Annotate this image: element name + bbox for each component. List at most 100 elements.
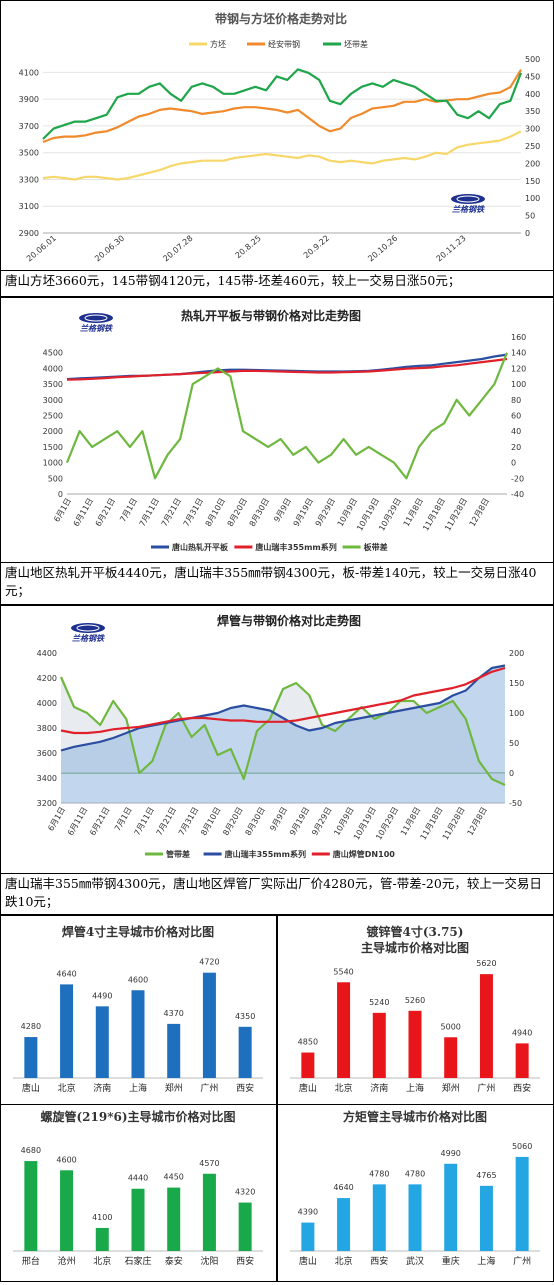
chart3-xtick: 9月19日	[288, 806, 311, 838]
chart3-ytick-left: 4200	[37, 674, 57, 683]
bar3-svg: 螺旋管(219*6)主导城市价格对比图 4680 邢台 4600 沧州 4100 北京 444…	[13, 1109, 263, 1267]
chart3-xtick: 6月11日	[66, 806, 89, 838]
chart2-ytick-left: 2000	[43, 427, 63, 436]
chart3-ytick-right: 50	[509, 739, 519, 748]
bar1-data-label-6: 4350	[235, 1012, 255, 1021]
chart2-ytick-left: 500	[48, 474, 63, 483]
bar2-bar-2	[372, 1012, 386, 1078]
chart3-series-line-2	[60, 666, 506, 735]
chart1-xtick: 20.9.22	[302, 234, 331, 261]
chart3-xtick: 7月11日	[133, 806, 156, 838]
chart2-ytick-left: 1000	[43, 459, 63, 468]
bar2-bar-5	[479, 974, 493, 1078]
bar3-bar-6	[238, 1202, 252, 1251]
chart2-panel: 热轧开平板与带钢价格对比走势图 0 500 1000 1500 2000 2500 3000 3…	[0, 297, 554, 563]
chart3-xtick: 10月29日	[374, 806, 400, 842]
bar3-bar-2	[95, 1227, 109, 1251]
bar4-data-label-6: 5060	[512, 1142, 532, 1151]
chart2-xtick: 10月29日	[377, 497, 403, 533]
chart2-series-line-2	[65, 352, 509, 480]
chart2-legend-label-0: 唐山热轧开平板	[172, 542, 229, 552]
chart2-xtick: 6月11日	[72, 497, 95, 529]
bar3-category-label-5: 沈阳	[200, 1255, 218, 1267]
chart1-ytick-right: 450	[525, 72, 540, 81]
bar2-bar-3	[408, 1010, 422, 1078]
bar1-bar-1	[60, 984, 74, 1078]
chart1-title: 带钢与方坯价格走势对比	[215, 11, 347, 26]
chart1-ytick-left: 3500	[19, 149, 39, 158]
chart2-ytick-left: 4500	[43, 349, 63, 358]
bar4-category-label-0: 唐山	[299, 1255, 317, 1267]
bar1-data-label-3: 4600	[128, 975, 148, 984]
chart2-xtick: 8月30日	[248, 497, 271, 529]
bar3-category-label-2: 北京	[93, 1255, 111, 1267]
chart3-xtick: 10月9日	[332, 806, 355, 838]
chart1-ytick-right: 350	[525, 107, 540, 116]
chart3-legend-label-2: 唐山焊管DN100	[333, 849, 395, 859]
chart3-area-1	[61, 665, 505, 803]
chart3-xtick: 9月29日	[310, 806, 333, 838]
bar4-bar-0	[301, 1222, 315, 1251]
chart2-xtick: 7月1日	[118, 497, 139, 524]
chart3-series-line-1	[60, 664, 506, 752]
logo-text: 兰格钢铁	[80, 324, 113, 333]
chart2-xtick: 9月9日	[272, 497, 293, 524]
chart3-legend-label-0: 管带差	[166, 849, 190, 859]
chart2-xtick: 6月21日	[94, 497, 117, 529]
bar4-panel: 方矩管主导城市价格对比图 4390 唐山 4640 北京 4780 西安 4780 武汉 4990…	[277, 1104, 554, 1282]
bar1-panel: 焊管4寸主导城市价格对比图 4280 唐山 4640 北京 4490 济南 4600 上海 437…	[0, 915, 277, 1105]
chart3-legend-label-1: 唐山瑞丰355mm系列	[225, 849, 306, 859]
bar1-title: 焊管4寸主导城市价格对比图	[62, 924, 214, 939]
chart3-xtick: 6月1日	[46, 806, 67, 833]
bar2-bar-4	[444, 1037, 458, 1078]
chart1-caption: 唐山方坯3660元，145带钢4120元，145带-坯差460元，较上一交易日涨…	[0, 271, 554, 297]
bar1-category-label-0: 唐山	[22, 1082, 40, 1094]
logo-ring	[84, 314, 108, 322]
chart1-ytick-left: 3900	[19, 95, 39, 104]
chart2-xtick: 12月8日	[468, 497, 491, 529]
chart2-ytick-right: 20	[511, 443, 521, 452]
chart3-title: 焊管与带钢价格对比走势图	[217, 613, 361, 628]
bar4-bar-4	[444, 1163, 458, 1251]
chart3-xtick: 9月9日	[268, 806, 289, 833]
bar2-panel: 镀锌管4寸(3.75) 主导城市价格对比图 4850 唐山 5540 北京 5240 济南 52…	[277, 915, 554, 1105]
chart3-ytick-right: 100	[509, 709, 524, 718]
chart2-xtick: 7月21日	[160, 497, 183, 529]
chart2-xtick: 7月31日	[182, 497, 205, 529]
bar3-data-label-0: 4680	[21, 1146, 41, 1155]
chart3-xtick: 8月30日	[244, 806, 267, 838]
bar1-category-label-3: 上海	[129, 1082, 147, 1094]
chart2-title: 热轧开平板与带钢价格对比走势图	[181, 308, 361, 323]
chart1-ytick-left: 3100	[19, 202, 39, 211]
chart1-ytick-right: 300	[525, 125, 540, 134]
bar4-data-label-0: 4390	[298, 1208, 318, 1217]
chart2-caption: 唐山地区热轧开平板4440元，唐山瑞丰355㎜带钢4300元，板-带差140元，…	[0, 563, 554, 605]
chart3-series-line-0	[59, 676, 506, 787]
chart1-ytick-right: 150	[525, 177, 540, 186]
bar2-bar-6	[515, 1043, 529, 1078]
chart2-ytick-left: 4000	[43, 364, 63, 373]
bar3-data-label-3: 4440	[128, 1174, 148, 1183]
logo-text: 兰格钢铁	[72, 634, 105, 643]
bar4-bar-2	[372, 1184, 386, 1251]
chart2-ytick-right: 120	[511, 364, 526, 373]
chart1-ytick-right: 100	[525, 194, 540, 203]
chart2-ytick-right: 100	[511, 380, 526, 389]
bar3-data-label-2: 4100	[92, 1213, 112, 1222]
logo-ring	[76, 624, 100, 632]
chart3-ytick-left: 4000	[37, 699, 57, 708]
bar4-data-label-1: 4640	[333, 1183, 353, 1192]
chart2-xtick: 9月19日	[292, 497, 315, 529]
chart1-xtick: 20.06.30	[93, 234, 126, 264]
bar1-bar-4	[167, 1023, 181, 1078]
bar4-category-label-1: 北京	[335, 1255, 353, 1267]
chart2-ytick-right: 0	[511, 459, 516, 468]
bar3-data-label-4: 4450	[164, 1173, 184, 1182]
bar1-bar-6	[238, 1026, 252, 1078]
chart1-xtick: 20.10.26	[366, 234, 399, 264]
chart3-ytick-left: 3400	[37, 774, 57, 783]
bar2-category-label-1: 北京	[335, 1082, 353, 1094]
bar3-title: 螺旋管(219*6)主导城市价格对比图	[40, 1109, 235, 1124]
bar4-category-label-5: 上海	[477, 1255, 495, 1267]
chart2-ytick-right: 160	[511, 333, 526, 342]
